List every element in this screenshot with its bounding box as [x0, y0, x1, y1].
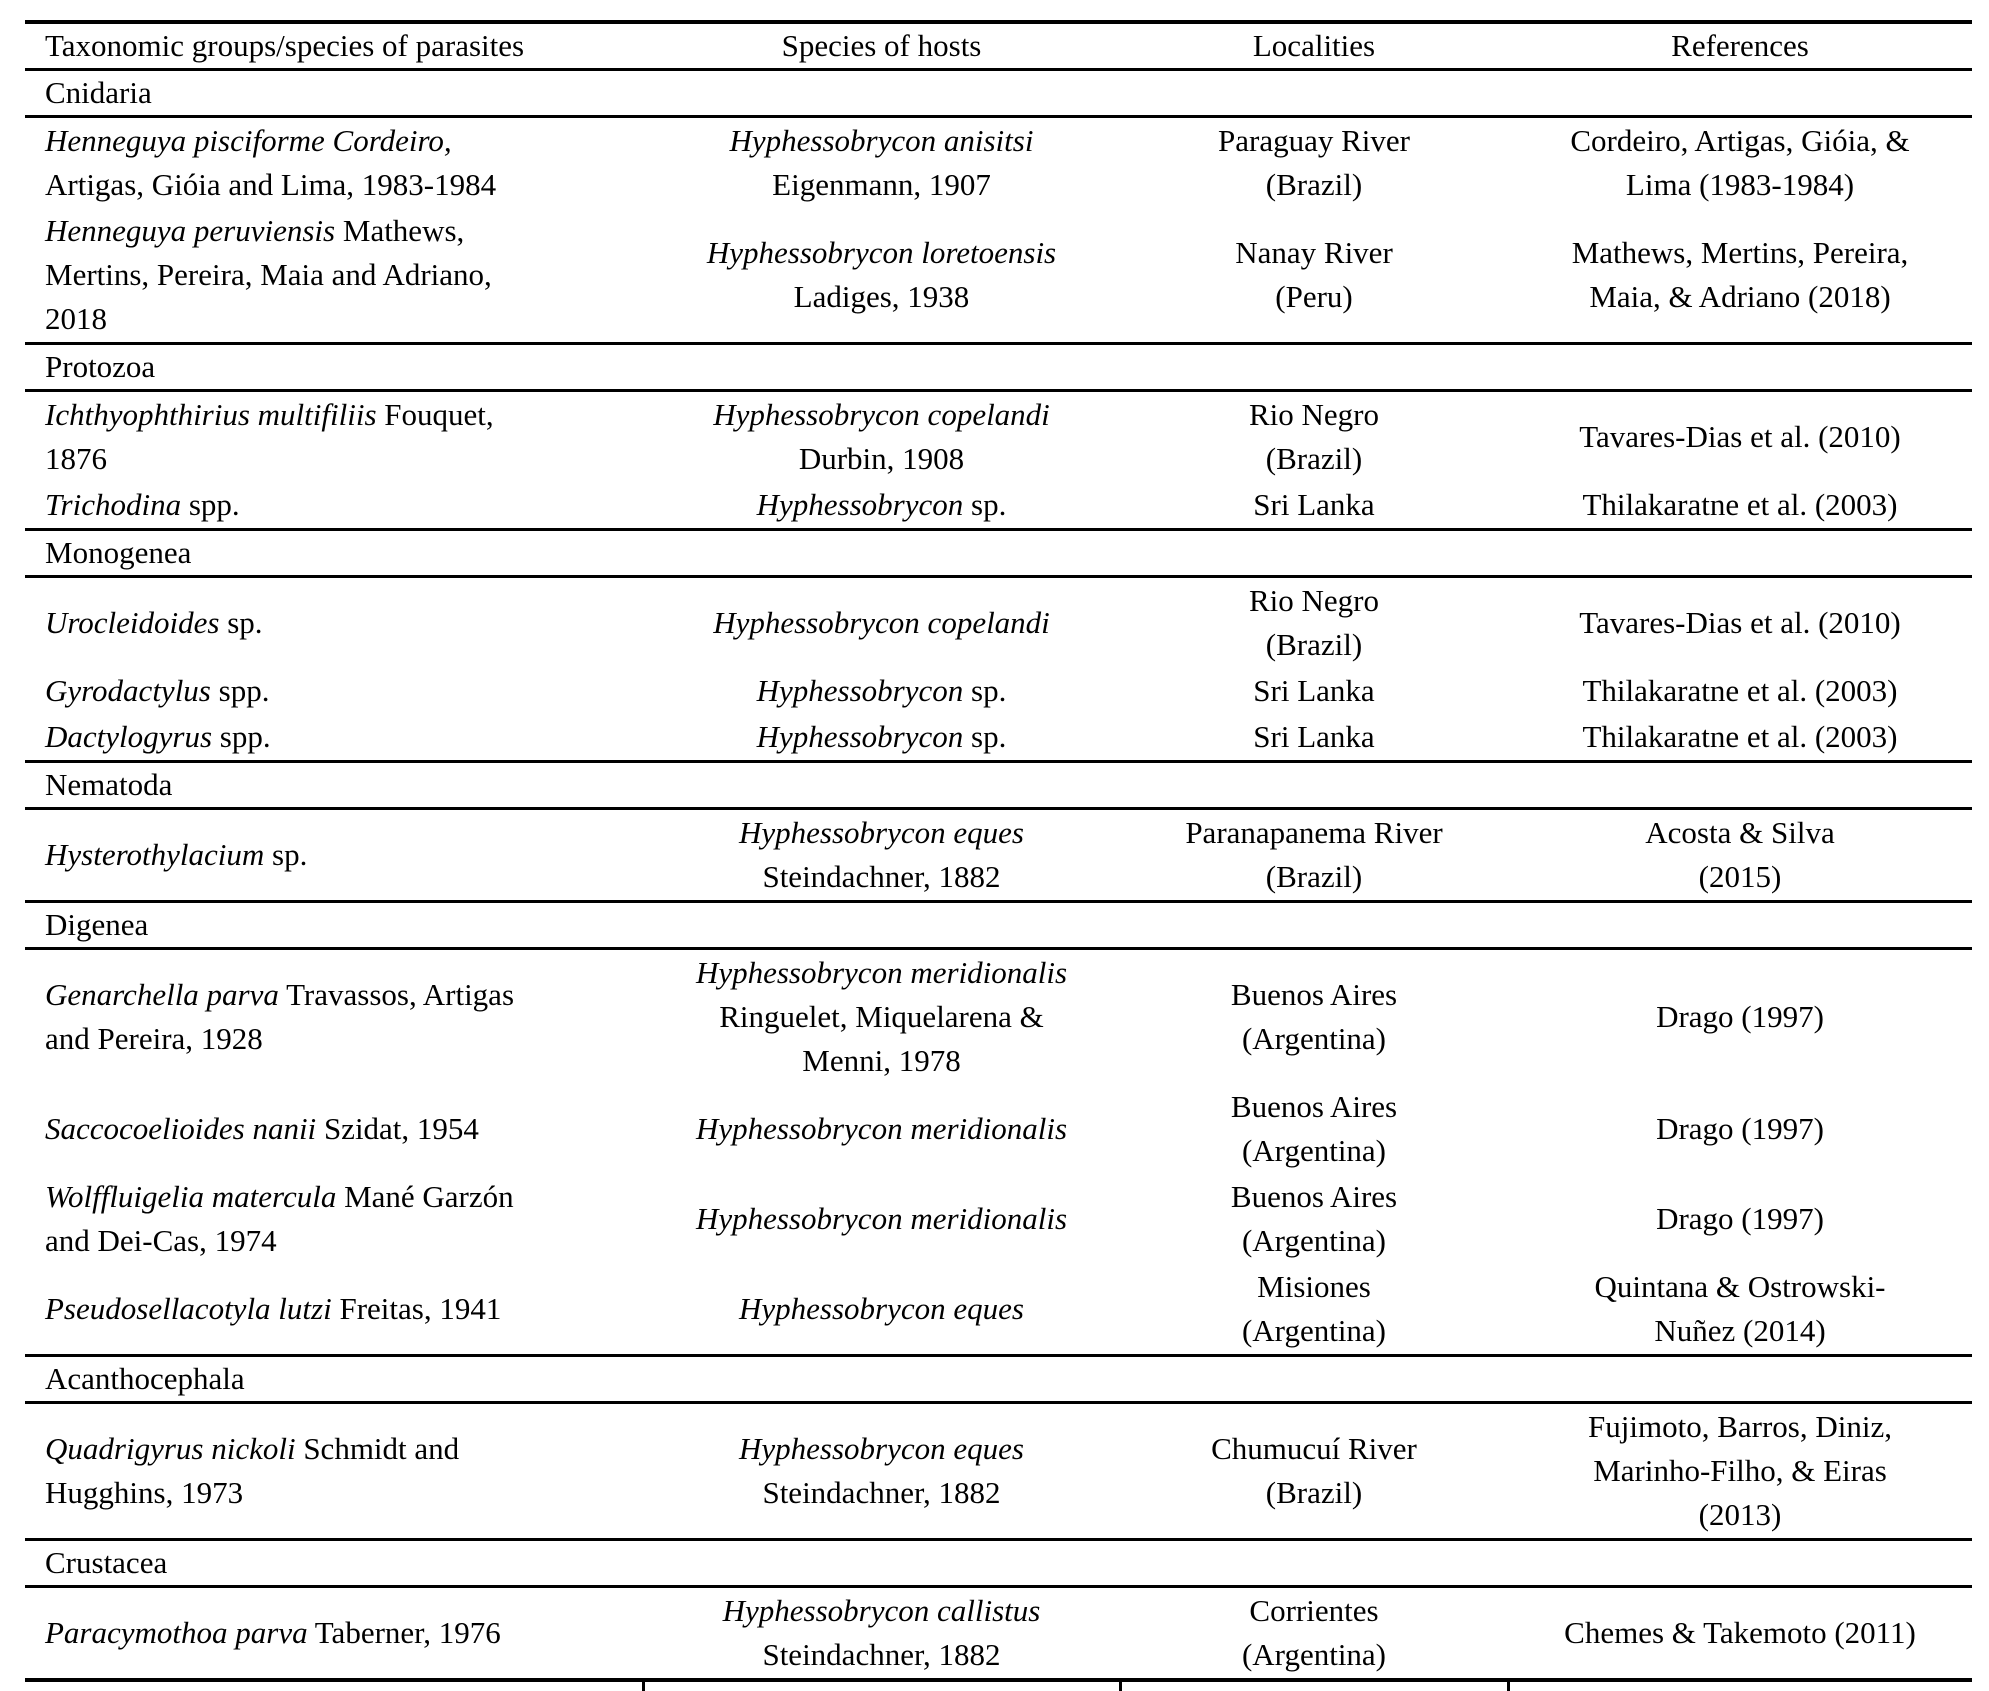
locality-cell: Buenos Aires (Argentina) [1230, 1089, 1398, 1168]
section-row-nematoda: Nematoda [25, 760, 1972, 810]
parasite-cell: Quadrigyrus nickoli Schmidt and Hugghins,… [45, 1431, 460, 1510]
locality-cell: Rio Negro (Brazil) [1248, 397, 1379, 476]
parasite-cell: Trichodina spp. [45, 487, 240, 522]
host-cell: Hyphessobrycon eques Steindachner, 1882 [739, 815, 1024, 894]
host-cell: Hyphessobrycon eques [739, 1291, 1024, 1326]
locality-cell: Buenos Aires (Argentina) [1230, 1179, 1398, 1258]
parasite-cell: Dactylogyrus spp. [45, 719, 271, 754]
reference-cell: Thilakaratne et al. (2003) [1582, 673, 1898, 708]
section-title: Nematoda [25, 760, 1972, 810]
host-cell: Hyphessobrycon sp. [756, 487, 1007, 522]
reference-cell: Tavares-Dias et al. (2010) [1579, 605, 1901, 640]
locality-cell: Buenos Aires (Argentina) [1230, 977, 1398, 1056]
host-cell: Hyphessobrycon eques Steindachner, 1882 [739, 1431, 1024, 1510]
parasite-cell: Saccocoelioides nanii Szidat, 1954 [45, 1111, 479, 1146]
reference-cell: Fujimoto, Barros, Diniz, Marinho-Filho, &… [1588, 1409, 1892, 1532]
table-row: Pseudosellacotyla lutzi Freitas, 1941 Hyp… [25, 1264, 1972, 1356]
section-row-monogenea: Monogenea [25, 528, 1972, 578]
locality-cell: Sri Lanka [1253, 673, 1375, 708]
host-cell: Hyphessobrycon anisitsi Eigenmann, 1907 [729, 123, 1034, 202]
table-row: Urocleidoides sp. Hyphessobrycon copeland… [25, 577, 1972, 669]
parasite-cell: Gyrodactylus spp. [45, 673, 270, 708]
header-species-of-hosts: Species of hosts [643, 22, 1120, 71]
table-row: Ichthyophthirius multifiliis Fouquet, 187… [25, 391, 1972, 483]
host-cell: Hyphessobrycon sp. [756, 673, 1007, 708]
column-boundary-tick [1507, 1682, 1510, 1691]
table-row: Hysterothylacium sp. Hyphessobrycon eques… [25, 809, 1972, 902]
locality-cell: Paraguay River (Brazil) [1218, 123, 1410, 202]
host-cell: Hyphessobrycon callistus Steindachner, 18… [722, 1593, 1041, 1672]
locality-cell: Corrientes (Argentina) [1241, 1593, 1387, 1672]
reference-cell: Tavares-Dias et al. (2010) [1579, 419, 1901, 454]
reference-cell: Thilakaratne et al. (2003) [1582, 487, 1898, 522]
parasite-cell: Wolffluigelia matercula Mané Garzón and D… [45, 1179, 514, 1258]
locality-cell: Nanay River (Peru) [1235, 235, 1393, 314]
table-row: Saccocoelioides nanii Szidat, 1954 Hyphes… [25, 1084, 1972, 1174]
parasite-cell: Henneguya pisciforme Cordeiro, Artigas, G… [45, 123, 497, 202]
reference-cell: Acosta & Silva (2015) [1645, 815, 1835, 894]
parasite-cell: Pseudosellacotyla lutzi Freitas, 1941 [45, 1291, 502, 1326]
locality-cell: Sri Lanka [1253, 719, 1375, 754]
header-localities: Localities [1120, 22, 1508, 71]
parasite-cell: Hysterothylacium sp. [45, 837, 308, 872]
section-title: Digenea [25, 900, 1972, 950]
reference-cell: Mathews, Mertins, Pereira, Maia, & Adrian… [1571, 235, 1909, 314]
host-cell: Hyphessobrycon copelandi [713, 605, 1050, 640]
table-row: Henneguya peruviensis Mathews, Mertins, P… [25, 208, 1972, 344]
reference-cell: Chemes & Takemoto (2011) [1564, 1615, 1916, 1650]
locality-cell: Chumucuí River (Brazil) [1211, 1431, 1417, 1510]
table-row: Paracymothoa parva Taberner, 1976 Hyphess… [25, 1587, 1972, 1681]
host-cell: Hyphessobrycon loretoensis Ladiges, 1938 [706, 235, 1057, 314]
column-boundary-tick [1119, 1682, 1122, 1691]
reference-cell: Quintana & Ostrowski- Nuñez (2014) [1594, 1269, 1886, 1348]
table-row: Wolffluigelia matercula Mané Garzón and D… [25, 1174, 1972, 1264]
parasite-host-table-wrapper: Taxonomic groups/species of parasites Sp… [25, 20, 1972, 1691]
section-row-protozoa: Protozoa [25, 342, 1972, 392]
reference-cell: Thilakaratne et al. (2003) [1582, 719, 1898, 754]
reference-cell: Drago (1997) [1656, 1111, 1824, 1146]
reference-cell: Drago (1997) [1656, 999, 1824, 1034]
reference-cell: Drago (1997) [1656, 1201, 1824, 1236]
host-cell: Hyphessobrycon meridionalis [695, 1111, 1068, 1146]
parasite-host-table: Taxonomic groups/species of parasites Sp… [25, 20, 1972, 1682]
table-row: Dactylogyrus spp. Hyphessobrycon sp. Sri L… [25, 714, 1972, 762]
parasite-cell: Urocleidoides sp. [45, 605, 263, 640]
table-row: Trichodina spp. Hyphessobrycon sp. Sri Lan… [25, 482, 1972, 530]
column-boundary-tick [642, 1682, 645, 1691]
table-row: Henneguya pisciforme Cordeiro, Artigas, G… [25, 117, 1972, 209]
locality-cell: Paranapanema River (Brazil) [1185, 815, 1443, 894]
parasite-cell: Henneguya peruviensis Mathews, Mertins, P… [45, 213, 492, 336]
table-row: Genarchella parva Travassos, Artigas and … [25, 949, 1972, 1085]
section-row-crustacea: Crustacea [25, 1538, 1972, 1588]
host-cell: Hyphessobrycon copelandi Durbin, 1908 [713, 397, 1050, 476]
section-title: Monogenea [25, 528, 1972, 578]
locality-cell: Misiones (Argentina) [1241, 1269, 1387, 1348]
section-row-acanthocephala: Acanthocephala [25, 1354, 1972, 1404]
host-cell: Hyphessobrycon meridionalis Ringuelet, Mi… [695, 955, 1068, 1078]
table-row: Quadrigyrus nickoli Schmidt and Hugghins,… [25, 1403, 1972, 1540]
host-cell: Hyphessobrycon sp. [756, 719, 1007, 754]
section-row-digenea: Digenea [25, 900, 1972, 950]
locality-cell: Sri Lanka [1253, 487, 1375, 522]
host-cell: Hyphessobrycon meridionalis [695, 1201, 1068, 1236]
parasite-cell: Paracymothoa parva Taberner, 1976 [45, 1615, 501, 1650]
parasite-cell: Ichthyophthirius multifiliis Fouquet, 187… [45, 397, 494, 476]
reference-cell: Cordeiro, Artigas, Gióia, & Lima (1983-19… [1570, 123, 1910, 202]
header-taxonomic-groups: Taxonomic groups/species of parasites [25, 22, 643, 71]
header-references: References [1508, 22, 1972, 71]
locality-cell: Rio Negro (Brazil) [1248, 583, 1379, 662]
section-title: Crustacea [25, 1538, 1972, 1588]
section-row-cnidaria: Cnidaria [25, 68, 1972, 118]
section-title: Acanthocephala [25, 1354, 1972, 1404]
table-row: Gyrodactylus spp. Hyphessobrycon sp. Sri L… [25, 668, 1972, 714]
header-row: Taxonomic groups/species of parasites Sp… [25, 22, 1972, 71]
section-title: Protozoa [25, 342, 1972, 392]
parasite-cell: Genarchella parva Travassos, Artigas and … [45, 977, 515, 1056]
section-title: Cnidaria [25, 68, 1972, 118]
